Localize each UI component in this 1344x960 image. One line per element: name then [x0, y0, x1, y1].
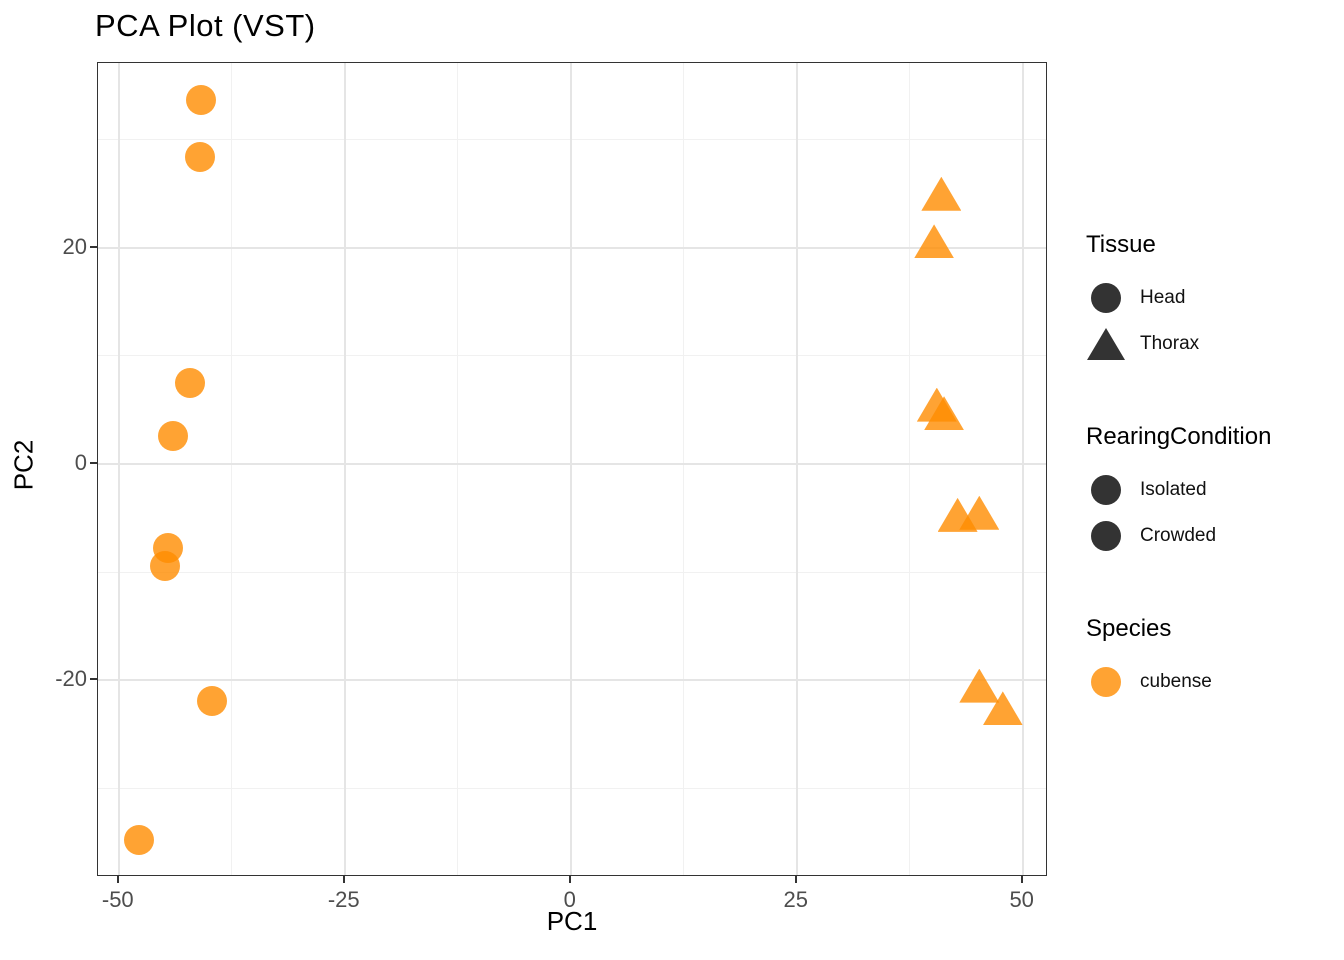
y-axis-tick [90, 462, 97, 465]
x-axis-tick [116, 876, 119, 883]
legend: Tissue Head Thorax RearingCondition Isolated… [1086, 230, 1342, 705]
legend-item: Thorax [1086, 321, 1342, 367]
data-point-circle [185, 142, 216, 173]
data-point-circle [149, 550, 180, 581]
legend-glyph-box [1086, 278, 1126, 318]
x-axis-tick [794, 876, 797, 883]
legend-glyph-box [1086, 324, 1126, 364]
x-axis-tick-label: -50 [101, 887, 134, 912]
gridline-major-horizontal [98, 246, 1046, 249]
legend-item: cubense [1086, 659, 1342, 705]
y-axis-tick [90, 245, 97, 248]
gridline-minor-horizontal [98, 139, 1046, 141]
legend-group-title: RearingCondition [1086, 423, 1272, 450]
y-axis-title: PC2 [8, 439, 39, 491]
legend-glyph-box [1086, 516, 1126, 556]
x-axis-tick [1020, 876, 1023, 883]
gridline-minor-horizontal [98, 355, 1046, 357]
x-axis-tick [342, 876, 345, 883]
x-axis-tick [568, 876, 571, 883]
legend-glyph-box [1086, 662, 1126, 702]
gridline-minor-horizontal [98, 571, 1046, 573]
legend-item-label: cubense [1140, 671, 1212, 692]
data-point-triangle [914, 224, 955, 259]
y-axis-tick-label: -20 [55, 666, 87, 692]
x-axis-tick-label: 50 [1009, 887, 1034, 912]
gridline-major-horizontal [98, 463, 1046, 466]
gridline-minor-vertical [909, 63, 911, 875]
gridline-minor-horizontal [98, 787, 1046, 789]
gridline-major-horizontal [98, 679, 1046, 682]
circle-glyph-icon [1091, 475, 1121, 505]
circle-glyph-icon [1091, 283, 1121, 313]
legend-item: Isolated [1086, 467, 1342, 513]
legend-group: RearingCondition Isolated Crowded [1086, 422, 1342, 559]
legend-group: Tissue Head Thorax [1086, 230, 1342, 367]
plot-panel [97, 62, 1047, 876]
gridline-minor-vertical [231, 63, 233, 875]
legend-group-title: Tissue [1086, 231, 1156, 258]
gridline-major-vertical [1021, 63, 1024, 875]
data-point-circle [186, 84, 217, 115]
data-point-circle [196, 685, 227, 716]
legend-item-label: Crowded [1140, 525, 1217, 546]
gridline-major-vertical [343, 63, 346, 875]
data-point-circle [123, 825, 154, 856]
circle-glyph-icon [1091, 667, 1121, 697]
legend-glyph-box [1086, 470, 1126, 510]
y-axis-tick [90, 678, 97, 681]
legend-item: Crowded [1086, 513, 1342, 559]
gridline-major-vertical [795, 63, 798, 875]
data-point-triangle [921, 176, 962, 211]
gridline-minor-vertical [683, 63, 685, 875]
x-axis-tick-label: 0 [563, 887, 576, 912]
legend-item-label: Thorax [1140, 333, 1200, 354]
legend-group: Species cubense [1086, 614, 1342, 705]
legend-group-title: Species [1086, 615, 1172, 642]
x-axis-title: PC1 [546, 906, 598, 936]
data-point-circle [158, 420, 189, 451]
circle-glyph-icon [1091, 521, 1121, 551]
gridline-major-vertical [569, 63, 572, 875]
legend-item: Head [1086, 275, 1342, 321]
data-point-triangle [959, 668, 1000, 703]
gridline-minor-vertical [457, 63, 459, 875]
legend-item-label: Isolated [1140, 479, 1207, 500]
plot-title: PCA Plot (VST) [95, 8, 316, 43]
gridline-major-vertical [117, 63, 120, 875]
x-axis-tick-label: -25 [327, 887, 360, 912]
x-axis-tick-label: 25 [783, 887, 808, 912]
legend-item-label: Head [1140, 287, 1186, 308]
data-point-circle [175, 367, 206, 398]
y-axis-tick-label: 0 [74, 450, 87, 476]
y-axis-tick-label: 20 [62, 233, 87, 259]
triangle-glyph-icon [1087, 328, 1125, 360]
